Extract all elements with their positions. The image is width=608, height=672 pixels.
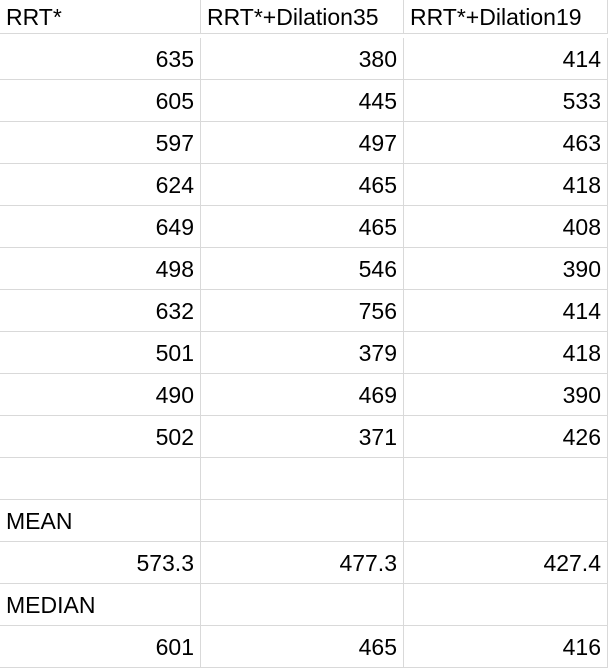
- empty-cell[interactable]: [0, 458, 201, 500]
- mean-values-row: 573.3 477.3 427.4: [0, 542, 608, 584]
- empty-cell[interactable]: [404, 500, 608, 542]
- table-row: 502 371 426: [0, 416, 608, 458]
- cell-rrt[interactable]: 502: [0, 416, 201, 458]
- cell-rrt-dilation19[interactable]: 418: [404, 164, 608, 206]
- empty-cell[interactable]: [404, 584, 608, 626]
- median-label-row: MEDIAN: [0, 584, 608, 626]
- cell-rrt-dilation19[interactable]: 390: [404, 374, 608, 416]
- empty-cell[interactable]: [201, 584, 404, 626]
- median-label-cell[interactable]: MEDIAN: [0, 584, 201, 626]
- header-row: RRT* RRT*+Dilation35 RRT*+Dilation19: [0, 0, 608, 34]
- empty-cell[interactable]: [404, 458, 608, 500]
- median-value-rrt-dilation35[interactable]: 465: [201, 626, 404, 668]
- cell-rrt[interactable]: 498: [0, 248, 201, 290]
- header-cell-rrt[interactable]: RRT*: [0, 0, 201, 34]
- mean-value-rrt-dilation35[interactable]: 477.3: [201, 542, 404, 584]
- mean-value-rrt-dilation19[interactable]: 427.4: [404, 542, 608, 584]
- cell-rrt-dilation35[interactable]: 380: [201, 38, 404, 80]
- cell-rrt-dilation19[interactable]: 426: [404, 416, 608, 458]
- cell-rrt[interactable]: 597: [0, 122, 201, 164]
- cell-rrt-dilation19[interactable]: 390: [404, 248, 608, 290]
- empty-cell[interactable]: [201, 458, 404, 500]
- cell-rrt-dilation19[interactable]: 463: [404, 122, 608, 164]
- cell-rrt-dilation35[interactable]: 379: [201, 332, 404, 374]
- cell-rrt[interactable]: 632: [0, 290, 201, 332]
- median-values-row: 601 465 416: [0, 626, 608, 668]
- table-row: 635 380 414: [0, 38, 608, 80]
- cell-rrt-dilation35[interactable]: 756: [201, 290, 404, 332]
- table-row: 498 546 390: [0, 248, 608, 290]
- cell-rrt-dilation35[interactable]: 469: [201, 374, 404, 416]
- cell-rrt-dilation35[interactable]: 465: [201, 206, 404, 248]
- table-row: 624 465 418: [0, 164, 608, 206]
- cell-rrt-dilation19[interactable]: 533: [404, 80, 608, 122]
- cell-rrt-dilation35[interactable]: 465: [201, 164, 404, 206]
- table-row: 649 465 408: [0, 206, 608, 248]
- table-row: 605 445 533: [0, 80, 608, 122]
- cell-rrt-dilation35[interactable]: 371: [201, 416, 404, 458]
- median-value-rrt-dilation19[interactable]: 416: [404, 626, 608, 668]
- cell-rrt-dilation35[interactable]: 497: [201, 122, 404, 164]
- cell-rrt[interactable]: 605: [0, 80, 201, 122]
- cell-rrt[interactable]: 635: [0, 38, 201, 80]
- cell-rrt-dilation19[interactable]: 418: [404, 332, 608, 374]
- table-row: 632 756 414: [0, 290, 608, 332]
- cell-rrt-dilation35[interactable]: 445: [201, 80, 404, 122]
- cell-rrt[interactable]: 490: [0, 374, 201, 416]
- cell-rrt-dilation19[interactable]: 408: [404, 206, 608, 248]
- mean-label-row: MEAN: [0, 500, 608, 542]
- cell-rrt-dilation19[interactable]: 414: [404, 38, 608, 80]
- cell-rrt[interactable]: 624: [0, 164, 201, 206]
- empty-row: [0, 458, 608, 500]
- cell-rrt[interactable]: 649: [0, 206, 201, 248]
- mean-value-rrt[interactable]: 573.3: [0, 542, 201, 584]
- table-row: 501 379 418: [0, 332, 608, 374]
- cell-rrt[interactable]: 501: [0, 332, 201, 374]
- table-row: 490 469 390: [0, 374, 608, 416]
- table-row: 597 497 463: [0, 122, 608, 164]
- empty-cell[interactable]: [201, 500, 404, 542]
- cell-rrt-dilation19[interactable]: 414: [404, 290, 608, 332]
- mean-label-cell[interactable]: MEAN: [0, 500, 201, 542]
- header-cell-rrt-dilation19[interactable]: RRT*+Dilation19: [404, 0, 608, 34]
- header-cell-rrt-dilation35[interactable]: RRT*+Dilation35: [201, 0, 404, 34]
- median-value-rrt[interactable]: 601: [0, 626, 201, 668]
- cell-rrt-dilation35[interactable]: 546: [201, 248, 404, 290]
